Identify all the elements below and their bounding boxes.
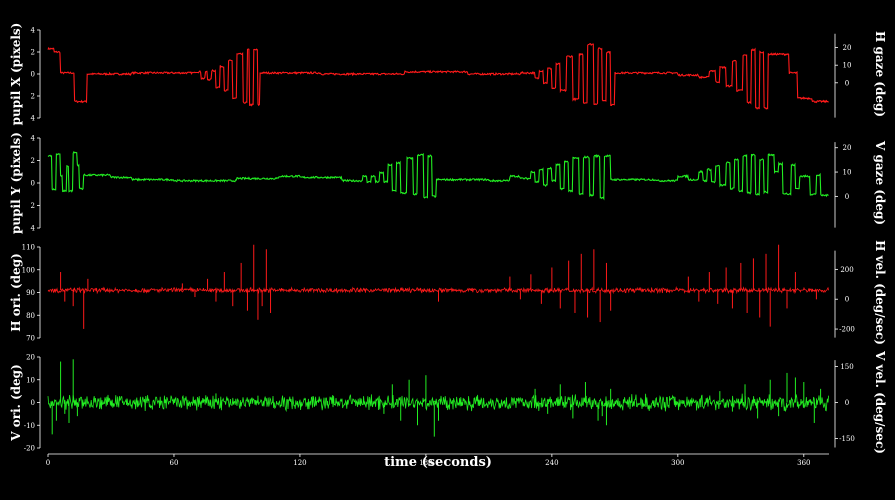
left-tick-label: 2 [31, 49, 35, 57]
left-tick-label: 80 [26, 312, 35, 320]
x-axis: 0 60 120 180 240 300 360 [46, 453, 829, 467]
panel-v-ori: 20 10 0 -10 -20 150 0 -150 V ori. (deg) V vel. (d… [9, 350, 887, 454]
right-axis-label: V gaze (deg) [873, 140, 887, 225]
left-tick-label: 4 [31, 225, 36, 233]
left-tick-label: 110 [22, 244, 35, 252]
x-axis-label: time (seconds) [384, 455, 492, 470]
left-tick-label: 2 [31, 93, 35, 101]
left-tick-label: 4 [31, 27, 36, 35]
left-tick-label: -20 [24, 445, 35, 453]
left-tick-label: 70 [26, 335, 35, 343]
x-tick-label: 60 [170, 459, 179, 467]
left-tick-label: 0 [31, 180, 35, 188]
left-tick-label: 2 [31, 157, 35, 165]
x-tick-label: 360 [797, 459, 810, 467]
left-axis-label: H ori. (deg) [9, 253, 23, 332]
x-tick-label: 300 [671, 459, 684, 467]
right-tick-label: 10 [843, 62, 852, 70]
left-tick-label: 0 [31, 71, 35, 79]
series-line-v-ori [47, 393, 829, 413]
right-tick-label: 0 [845, 296, 849, 304]
right-tick-label: 0 [845, 79, 849, 87]
right-tick-label: 0 [845, 193, 849, 201]
left-tick-label: 2 [31, 202, 35, 210]
left-axis-label: pupil X (pixels) [9, 23, 23, 126]
right-tick-label: -150 [839, 435, 855, 443]
right-tick-label: 0 [845, 399, 849, 407]
right-axis-label: H gaze (deg) [873, 31, 887, 117]
left-tick-label: 100 [22, 266, 35, 274]
left-tick-label: 4 [31, 135, 36, 143]
left-tick-label: 0 [31, 399, 35, 407]
series-line-pupil-x [47, 43, 829, 110]
right-axis-label: H vel. (deg/sec) [873, 240, 887, 345]
panel-h-ori: 110 100 90 80 70 200 0 -200 H ori. (deg) H vel. (… [9, 240, 887, 345]
left-tick-label: 90 [26, 289, 35, 297]
left-axis-label: V ori. (deg) [9, 364, 23, 442]
x-tick-label: 240 [545, 459, 558, 467]
left-tick-label: 4 [31, 115, 36, 123]
right-tick-label: 10 [843, 169, 852, 177]
x-tick-label: 120 [293, 459, 306, 467]
right-tick-label: 20 [843, 144, 852, 152]
left-axis-label: pupil Y (pixels) [9, 132, 23, 234]
x-tick-label: 180 [419, 459, 432, 467]
series-line-pupil-y [47, 150, 829, 201]
right-tick-label: -200 [839, 326, 855, 334]
left-tick-label: 20 [26, 354, 35, 362]
right-tick-label: 150 [840, 363, 853, 371]
right-tick-label: 200 [840, 266, 853, 274]
left-tick-label: -10 [24, 422, 35, 430]
right-axis-label: V vel. (deg/sec) [873, 350, 887, 454]
x-tick-label: 0 [46, 459, 50, 467]
left-tick-label: 10 [26, 376, 35, 384]
right-tick-label: 20 [843, 44, 852, 52]
